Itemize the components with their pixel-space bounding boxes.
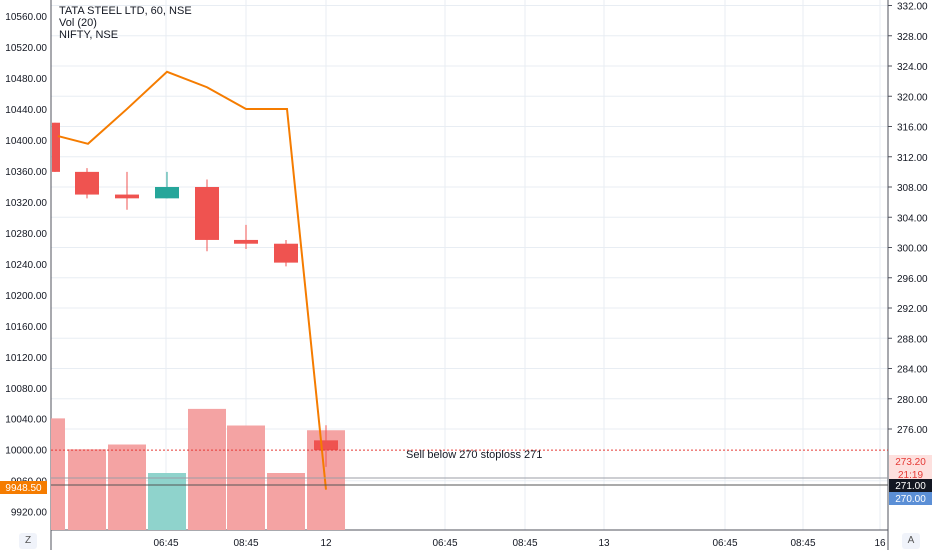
candle-body: [115, 194, 139, 199]
time-axis-tick: 06:45: [432, 538, 457, 549]
level-price-badge: 270.00: [895, 494, 926, 505]
time-axis-tick: 12: [320, 538, 332, 549]
time-axis-tick: 06:45: [153, 538, 178, 549]
countdown-badge-bg: [889, 468, 932, 481]
left-axis-tick: 10120.00: [5, 353, 47, 364]
volume-bar: [188, 408, 226, 530]
left-axis-tick: 10520.00: [5, 43, 47, 54]
right-axis-tick: 304.00: [897, 213, 928, 224]
right-axis-tick: 280.00: [897, 395, 928, 406]
left-axis-tick: 10040.00: [5, 415, 47, 426]
right-axis-tick: 300.00: [897, 244, 928, 255]
left-axis-tick: 10240.00: [5, 260, 47, 271]
right-axis-tick: 292.00: [897, 304, 928, 315]
symbol-title[interactable]: TATA STEEL LTD, 60, NSE: [59, 5, 192, 17]
auto-scale-button[interactable]: A: [902, 533, 920, 549]
volume-bar: [68, 449, 106, 530]
left-axis-tick: 10440.00: [5, 105, 47, 116]
candle-body: [274, 243, 298, 263]
right-axis-tick: 312.00: [897, 153, 928, 164]
right-axis-tick: 324.00: [897, 62, 928, 73]
left-axis-tick: 10480.00: [5, 74, 47, 85]
alert-price-badge-bg: [889, 455, 932, 468]
nifty-last-price-badge: 9948.50: [5, 483, 42, 494]
right-axis-tick: 320.00: [897, 92, 928, 103]
volume-bar: [51, 418, 65, 530]
left-axis-tick: 10160.00: [5, 322, 47, 333]
left-axis-tick: 9920.00: [11, 508, 48, 519]
right-axis-tick: 288.00: [897, 334, 928, 345]
compare-symbol-title[interactable]: NIFTY, NSE: [59, 29, 119, 41]
last-price-badge-bg: [889, 479, 932, 492]
left-axis-tick: 10560.00: [5, 12, 47, 23]
right-axis-tick: 308.00: [897, 183, 928, 194]
time-axis-tick: 08:45: [790, 538, 815, 549]
left-axis-tick: 10320.00: [5, 198, 47, 209]
candle-body: [314, 440, 338, 451]
time-axis-tick: 13: [598, 538, 610, 549]
left-axis-tick: 10360.00: [5, 167, 47, 178]
candle-body: [75, 171, 99, 195]
candle-body: [195, 187, 219, 240]
time-axis-tick: 08:45: [512, 538, 537, 549]
level-price-badge-bg: [889, 492, 932, 505]
time-axis-tick: 06:45: [712, 538, 737, 549]
left-axis-tick: 10400.00: [5, 136, 47, 147]
nifty-line: [57, 70, 327, 490]
candle-body: [52, 122, 60, 172]
alert-price-badge: 273.20: [895, 457, 926, 468]
nifty-last-price-badge-bg: [0, 481, 47, 494]
left-axis-tick: 10200.00: [5, 291, 47, 302]
left-axis-tick: 10280.00: [5, 229, 47, 240]
candle-body: [155, 187, 179, 199]
right-axis-tick: 276.00: [897, 425, 928, 436]
chart-legend: TATA STEEL LTD, 60, NSE Vol (20) NIFTY, …: [59, 5, 192, 41]
volume-indicator-title[interactable]: Vol (20): [59, 17, 97, 29]
zoom-reset-button[interactable]: Z: [19, 533, 37, 549]
time-axis-tick: 08:45: [233, 538, 258, 549]
right-axis-tick: 284.00: [897, 365, 928, 376]
volume-bar: [148, 473, 186, 530]
right-axis-tick: 296.00: [897, 274, 928, 285]
volume-bar: [267, 473, 305, 530]
right-axis-tick: 328.00: [897, 32, 928, 43]
last-price-badge: 271.00: [895, 481, 926, 492]
left-axis-tick: 10080.00: [5, 384, 47, 395]
candle-body: [234, 239, 258, 244]
left-axis-tick: 10000.00: [5, 446, 47, 457]
time-axis-tick: 16: [874, 538, 886, 549]
right-axis-tick: 316.00: [897, 123, 928, 134]
countdown-badge: 21:19: [898, 470, 923, 481]
right-axis-tick: 332.00: [897, 2, 928, 13]
volume-bar: [108, 444, 146, 530]
trade-note: Sell below 270 stoploss 271: [406, 449, 542, 461]
